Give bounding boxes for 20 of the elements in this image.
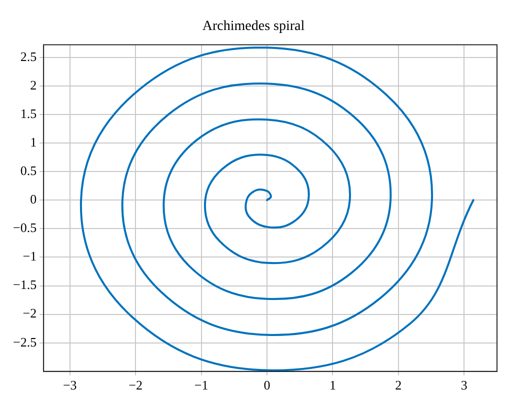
y-tick-label: 2 xyxy=(30,77,37,92)
y-tick-label: 1.5 xyxy=(20,106,37,121)
y-tick-label: −2.5 xyxy=(12,334,37,350)
x-tick-label: 3 xyxy=(460,378,468,393)
y-tick-label: −0.5 xyxy=(12,220,37,236)
line-series xyxy=(80,46,474,372)
x-tick-label: 2 xyxy=(395,378,402,393)
y-tick-label: −2 xyxy=(22,306,37,321)
chart-title: Archimedes spiral xyxy=(202,19,305,34)
y-tick-label: 2.5 xyxy=(20,48,37,64)
y-tick-label: 1 xyxy=(30,134,37,150)
x-tick-label: 0 xyxy=(264,378,270,393)
x-tick-label: −3 xyxy=(62,378,77,393)
y-tick-label: 0.5 xyxy=(20,162,37,178)
x-tick-label: −2 xyxy=(128,378,142,393)
y-tick-label: −1 xyxy=(22,248,37,264)
x-tick-label: 1 xyxy=(329,378,336,393)
y-tick-label: 0 xyxy=(30,192,37,207)
y-tick-label: −1.5 xyxy=(12,277,37,292)
x-tick-label: −1 xyxy=(194,378,208,393)
